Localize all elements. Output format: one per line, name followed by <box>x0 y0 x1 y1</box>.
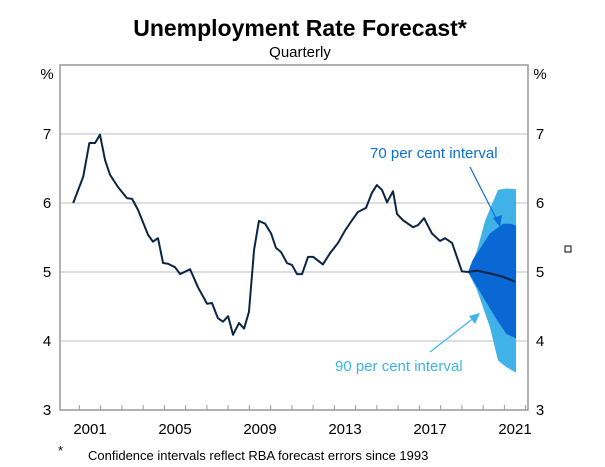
annotation-90-per-cent: 90 per cent interval <box>335 358 463 375</box>
y-tick-label-left: 4 <box>43 333 51 350</box>
series-lines <box>72 133 516 336</box>
x-tick-labels: 2001 2005 2009 2013 2017 2021 <box>73 421 531 438</box>
y-tick-labels: 3 3 4 4 5 5 6 6 7 7 <box>43 126 544 419</box>
band-70-per-cent <box>468 223 517 339</box>
y-tick-label-left: 3 <box>43 402 51 419</box>
y-tick-label-right: 5 <box>536 264 544 281</box>
forecast-line <box>467 269 516 283</box>
y-tick-label-right: 6 <box>536 195 544 212</box>
x-tick-label-2021: 2021 <box>498 421 531 438</box>
y-tick-label-right: 7 <box>536 126 544 143</box>
actual-unemployment-line <box>72 133 469 336</box>
y-axis-unit-right: % <box>533 66 546 83</box>
annotation-arrow-90 <box>429 316 476 353</box>
chart-title: Unemployment Rate Forecast* <box>133 15 467 41</box>
y-tick-label-left: 6 <box>43 195 51 212</box>
y-tick-label-right: 4 <box>536 333 544 350</box>
axes <box>59 64 529 411</box>
y-tick-label-right: 3 <box>536 402 544 419</box>
annotation-arrow-70 <box>469 166 499 223</box>
plot-frame <box>59 64 529 411</box>
chart-subtitle: Quarterly <box>269 44 331 61</box>
y-axis-unit-left: % <box>40 66 53 83</box>
stray-square-marker <box>564 245 572 253</box>
confidence-bands <box>468 188 517 373</box>
x-tick-label-2017: 2017 <box>413 421 446 438</box>
footnote: Confidence intervals reflect RBA forecas… <box>88 448 428 463</box>
x-tick-label-2009: 2009 <box>243 421 276 438</box>
arrowhead-70-icon <box>493 215 502 227</box>
y-tick-label-left: 5 <box>43 264 51 281</box>
arrowhead-90-icon <box>469 313 480 324</box>
annotation-70-per-cent: 70 per cent interval <box>370 145 498 162</box>
y-tick-label-left: 7 <box>43 126 51 143</box>
x-tick-label-2001: 2001 <box>73 421 106 438</box>
gridlines <box>60 133 528 342</box>
footnote-marker: * <box>58 443 63 458</box>
x-tick-label-2005: 2005 <box>158 421 191 438</box>
x-tick-label-2013: 2013 <box>328 421 361 438</box>
